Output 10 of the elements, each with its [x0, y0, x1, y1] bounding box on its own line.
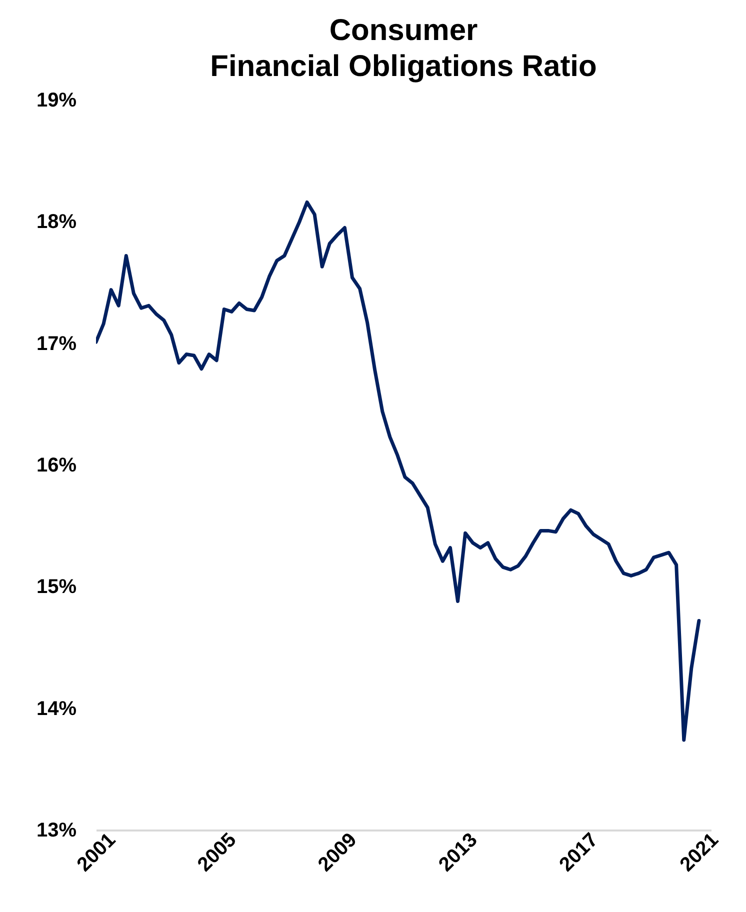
- y-tick-label: 14%: [36, 698, 77, 720]
- text: Financial Obligations Ratio: [210, 50, 597, 83]
- line-series: [96, 200, 701, 742]
- y-tick-label: 13%: [36, 820, 77, 842]
- text: Consumer: [329, 14, 478, 47]
- y-tick-label: 16%: [36, 454, 77, 476]
- y-tick-label: 15%: [36, 576, 77, 598]
- y-tick-label: 17%: [36, 332, 77, 355]
- y-tick-label: 18%: [36, 211, 77, 234]
- y-tick-label: 19%: [36, 90, 77, 112]
